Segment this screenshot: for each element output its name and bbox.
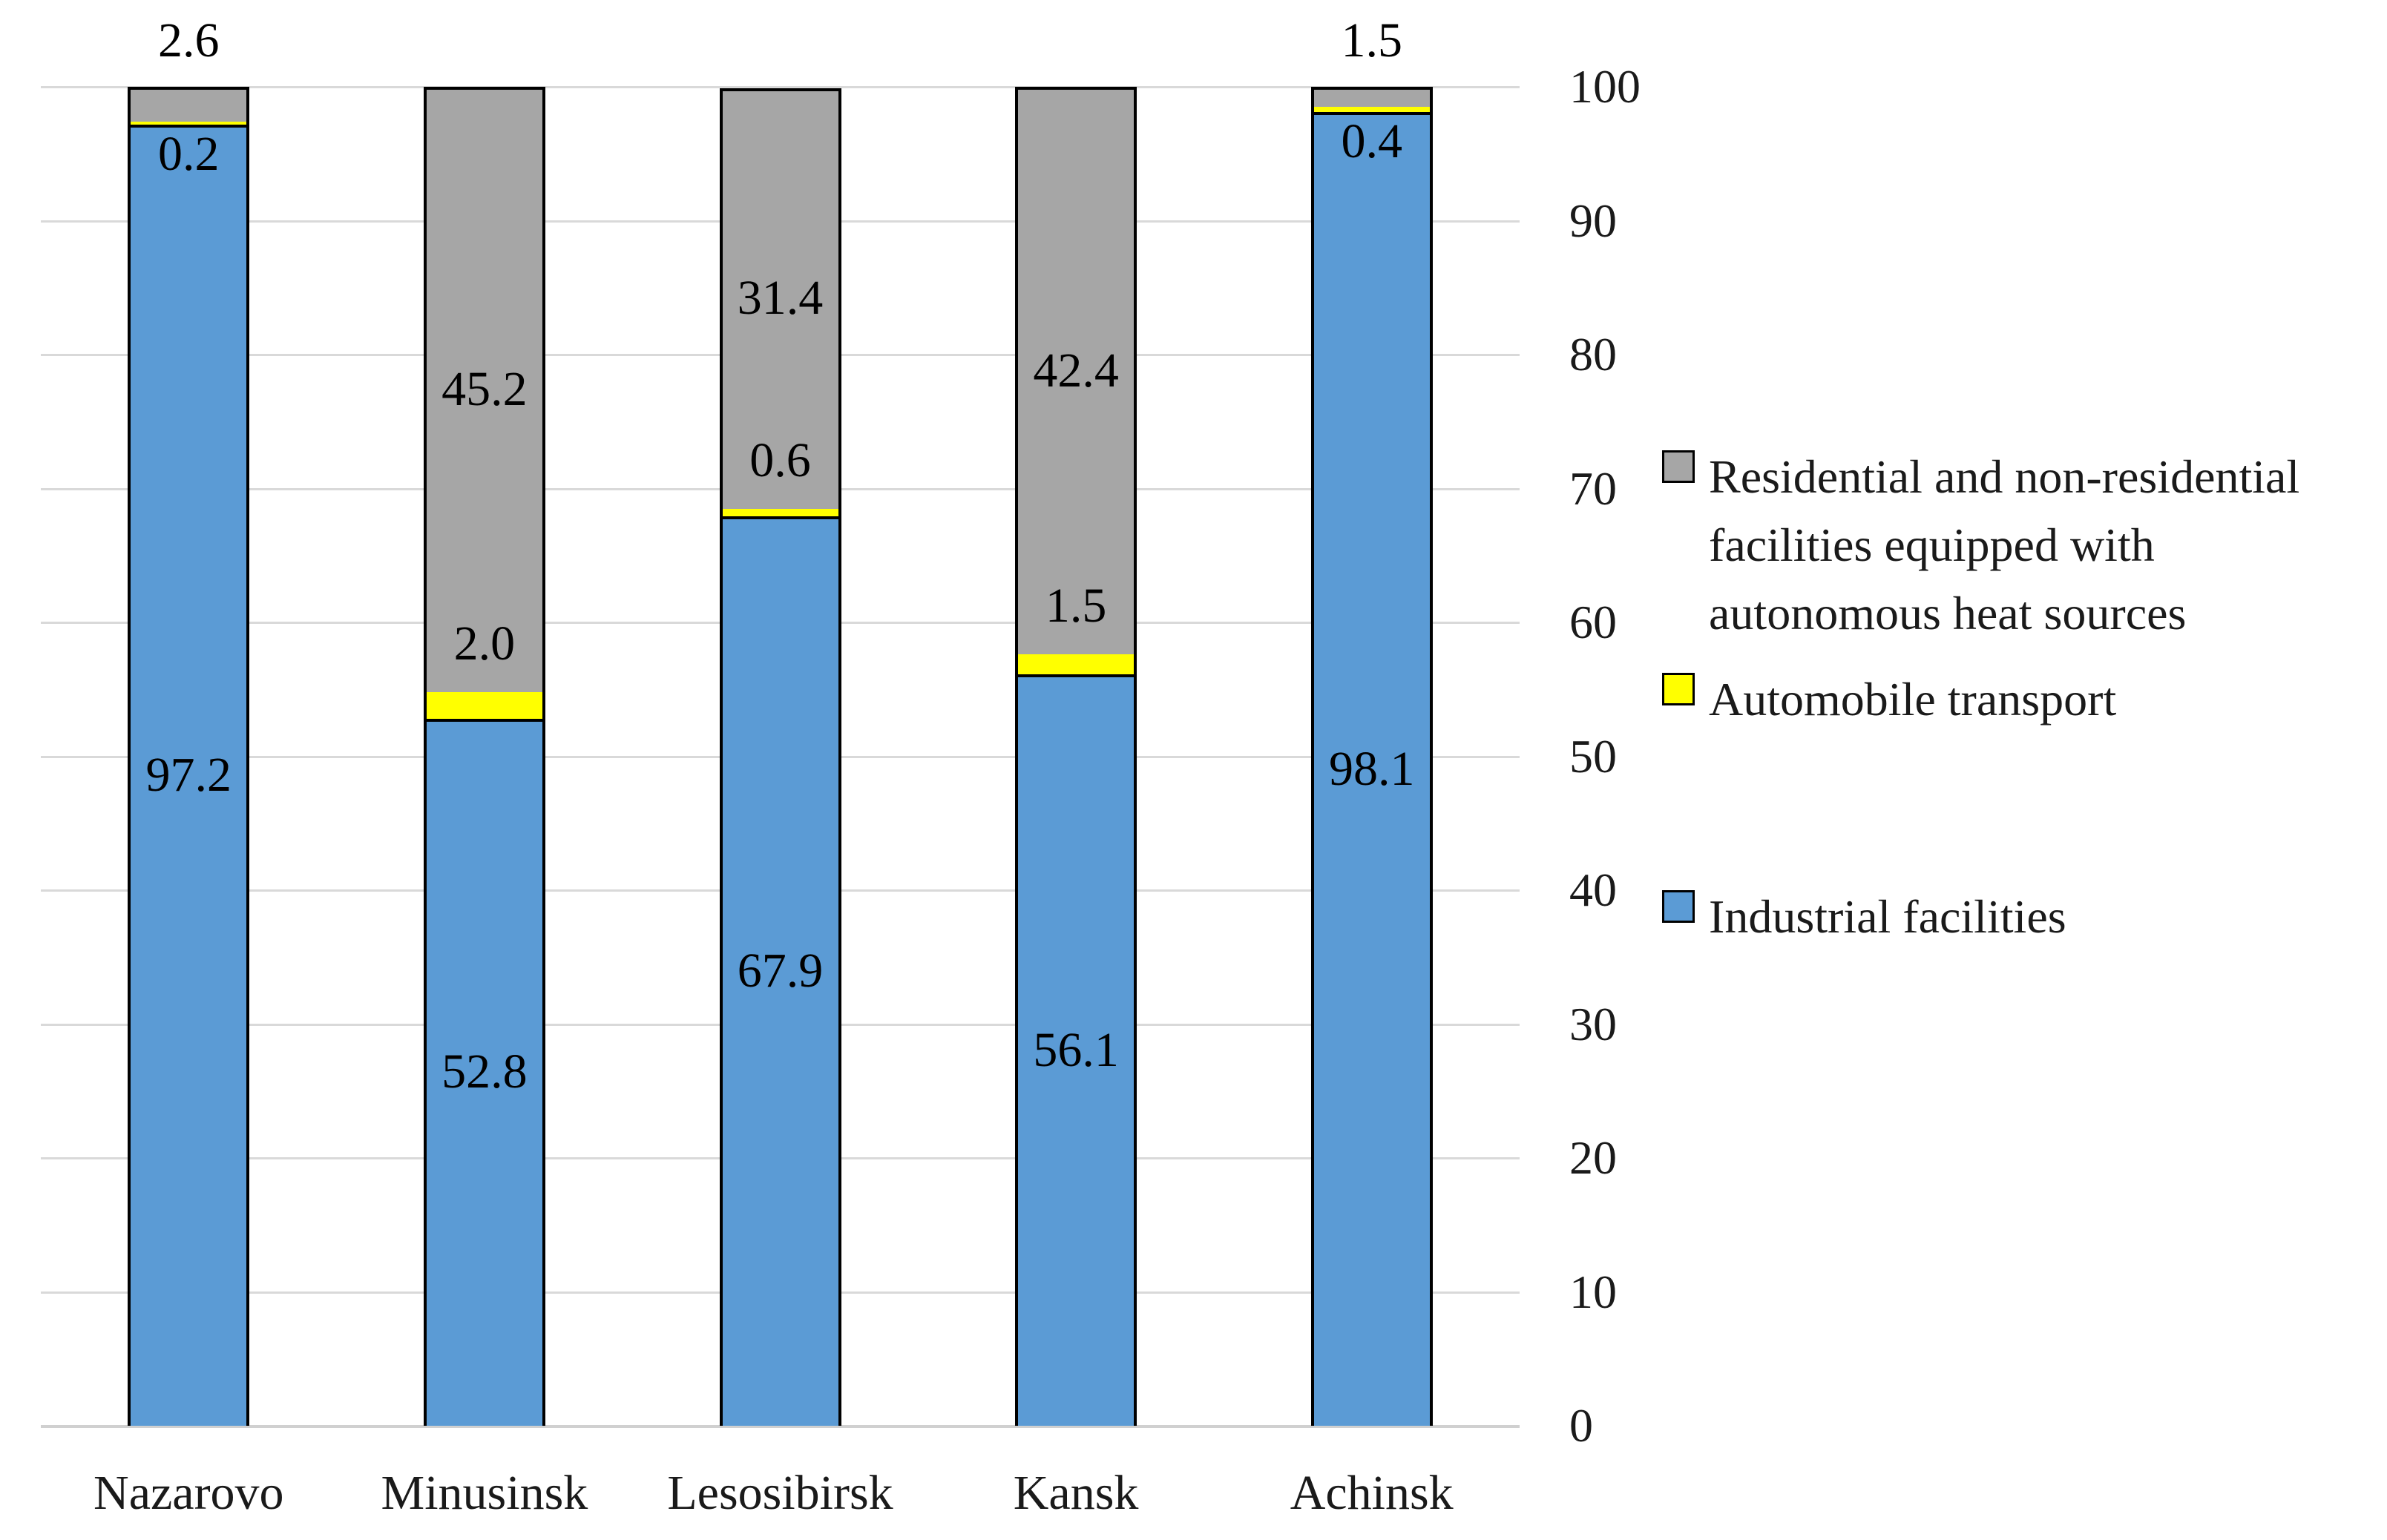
segment-automobile-kansk	[1018, 654, 1135, 678]
value-label-automobile-lesosibirsk: 0.6	[749, 432, 811, 487]
legend-swatch-residential	[1662, 450, 1695, 483]
value-label-automobile-achinsk: 0.4	[1341, 114, 1402, 169]
value-label-automobile-minusinsk: 2.0	[453, 616, 516, 671]
bar-achinsk	[1310, 87, 1433, 1426]
value-label-industrial-kansk: 56.1	[1033, 1022, 1119, 1077]
segment-automobile-achinsk	[1313, 107, 1430, 116]
legend-label-line: Residential and non-residential	[1709, 450, 2300, 503]
legend-swatch-industrial	[1662, 890, 1695, 923]
value-label-industrial-lesosibirsk: 67.9	[737, 944, 824, 998]
bar-kansk	[1015, 87, 1137, 1426]
segment-automobile-minusinsk	[426, 691, 542, 722]
value-label-residential-kansk: 42.4	[1033, 343, 1119, 398]
bar-lesosibirsk	[719, 88, 841, 1426]
y-tick-label-80: 80	[1569, 328, 1617, 381]
legend-label-line: autonomous heat sources	[1709, 587, 2187, 639]
bar-minusinsk	[423, 87, 545, 1426]
value-label-residential-lesosibirsk: 31.4	[737, 271, 824, 326]
legend-label-line: Automobile transport	[1709, 673, 2117, 725]
y-tick-label-10: 10	[1569, 1265, 1617, 1318]
value-label-automobile-nazarovo: 0.2	[158, 126, 220, 181]
legend-label-industrial: Industrial facilities	[1709, 883, 2066, 951]
y-tick-label-30: 30	[1569, 997, 1617, 1050]
value-label-residential-minusinsk: 45.2	[441, 361, 528, 416]
y-tick-label-0: 0	[1569, 1399, 1593, 1452]
segment-residential-minusinsk	[426, 90, 542, 695]
value-label-industrial-achinsk: 98.1	[1328, 741, 1415, 796]
legend-swatch-automobile	[1662, 673, 1695, 705]
segment-automobile-lesosibirsk	[722, 508, 838, 520]
y-tick-label-70: 70	[1569, 461, 1617, 515]
y-tick-label-100: 100	[1569, 60, 1641, 113]
segment-automobile-nazarovo	[131, 121, 247, 128]
y-tick-label-40: 40	[1569, 863, 1617, 916]
value-label-residential-nazarovo: 2.6	[158, 13, 220, 68]
category-label-kansk: Kansk	[1013, 1466, 1139, 1520]
value-label-residential-achinsk: 1.5	[1341, 13, 1402, 68]
y-tick-label-90: 90	[1569, 194, 1617, 247]
category-label-minusinsk: Minusinsk	[381, 1466, 588, 1520]
legend-label-line: facilities equipped with	[1709, 519, 2155, 571]
category-label-achinsk: Achinsk	[1290, 1466, 1454, 1520]
category-label-lesosibirsk: Lesosibirsk	[667, 1466, 893, 1520]
legend-label-line: Industrial facilities	[1709, 890, 2066, 943]
segment-residential-lesosibirsk	[722, 91, 838, 512]
value-label-industrial-minusinsk: 52.8	[441, 1044, 528, 1099]
legend-label-residential: Residential and non-residential facilitie…	[1709, 443, 2299, 648]
value-label-automobile-kansk: 1.5	[1045, 579, 1107, 634]
y-tick-label-60: 60	[1569, 596, 1617, 648]
gridline-100	[41, 86, 1520, 88]
value-label-industrial-nazarovo: 97.2	[145, 747, 232, 802]
y-tick-label-50: 50	[1569, 729, 1617, 783]
legend-label-automobile: Automobile transport	[1709, 665, 2116, 734]
category-label-nazarovo: Nazarovo	[93, 1466, 284, 1520]
bar-nazarovo	[128, 87, 250, 1426]
x-axis-line	[41, 1425, 1520, 1428]
y-tick-label-20: 20	[1569, 1131, 1617, 1184]
